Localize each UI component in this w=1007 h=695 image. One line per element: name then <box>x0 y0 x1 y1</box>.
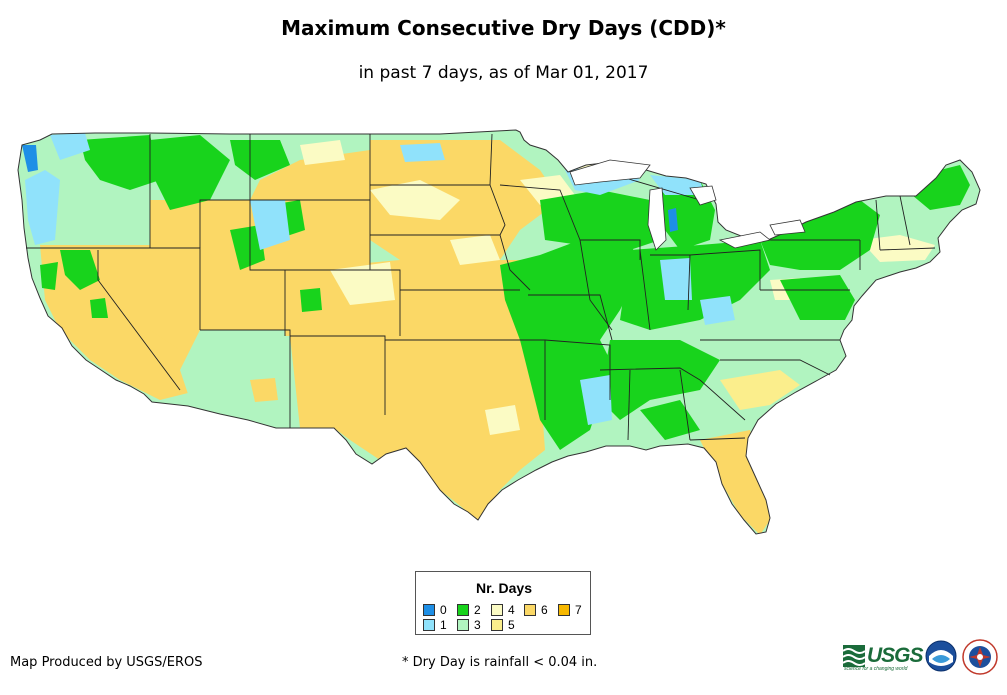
usgs-wordmark: USGS <box>867 644 923 668</box>
dry-day-footnote: * Dry Day is rainfall < 0.04 in. <box>402 655 597 670</box>
map-legend: Nr. Days 0 1 2 3 4 5 6 7 <box>415 571 591 635</box>
legend-item-1: 1 <box>423 618 447 632</box>
legend-item-0: 0 <box>423 603 447 617</box>
legend-swatch <box>491 604 503 616</box>
legend-item-5: 5 <box>491 618 515 632</box>
legend-label: 2 <box>474 603 481 617</box>
legend-label: 6 <box>541 603 548 617</box>
legend-label: 5 <box>508 618 515 632</box>
legend-title: Nr. Days <box>416 580 592 596</box>
legend-label: 7 <box>575 603 582 617</box>
map-credit: Map Produced by USGS/EROS <box>10 655 203 670</box>
legend-item-4: 4 <box>491 603 515 617</box>
legend-swatch <box>491 619 503 631</box>
noaa-logo-icon <box>925 640 957 672</box>
legend-swatch <box>457 604 469 616</box>
legend-label: 3 <box>474 618 481 632</box>
usgs-logo: USGS <box>843 644 923 668</box>
legend-swatch <box>423 619 435 631</box>
legend-item-3: 3 <box>457 618 481 632</box>
cdd-fill-layer <box>0 120 1007 550</box>
legend-swatch <box>457 619 469 631</box>
legend-item-7: 7 <box>558 603 582 617</box>
legend-label: 1 <box>440 618 447 632</box>
legend-swatch <box>524 604 536 616</box>
legend-label: 4 <box>508 603 515 617</box>
legend-item-6: 6 <box>524 603 548 617</box>
nws-logo-icon <box>962 639 998 675</box>
usgs-tagline: science for a changing world <box>844 666 907 672</box>
legend-label: 0 <box>440 603 447 617</box>
usgs-wave-icon <box>843 645 865 667</box>
legend-item-2: 2 <box>457 603 481 617</box>
legend-swatch <box>423 604 435 616</box>
legend-swatch <box>558 604 570 616</box>
